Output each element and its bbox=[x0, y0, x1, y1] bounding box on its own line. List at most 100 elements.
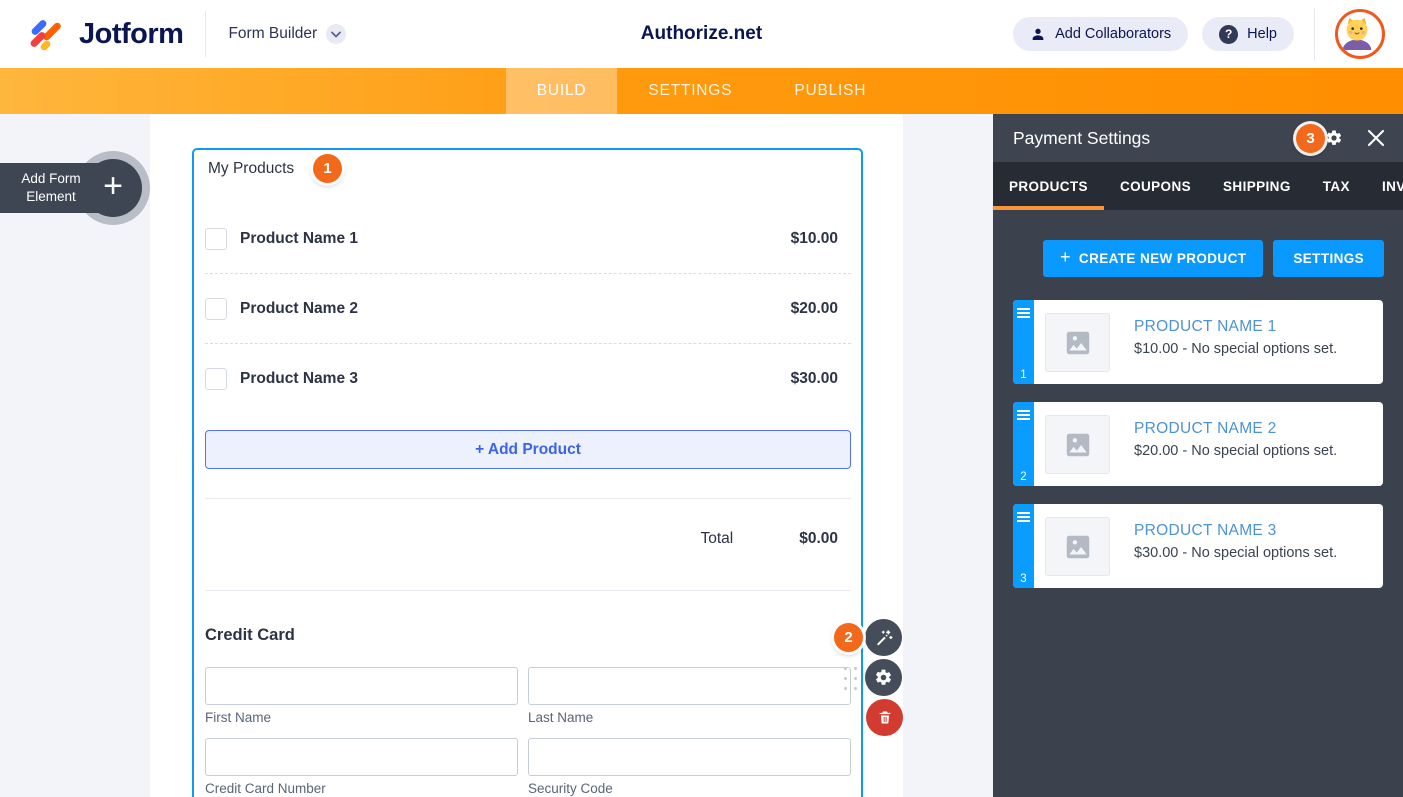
panel-product-list: 1 PRODUCT NAME 1 $10.00 - No special opt… bbox=[1013, 300, 1383, 588]
delete-element-button[interactable] bbox=[866, 699, 903, 736]
jotform-logo[interactable]: Jotform bbox=[0, 15, 184, 53]
first-name-input[interactable] bbox=[205, 667, 518, 705]
payment-settings-panel: Payment Settings PRODUCTS COUPONS SHIPPI… bbox=[993, 114, 1403, 797]
card-number-label: Credit Card Number bbox=[205, 781, 326, 796]
tab-settings[interactable]: SETTINGS bbox=[648, 82, 733, 99]
product-card-text: PRODUCT NAME 1 $10.00 - No special optio… bbox=[1134, 318, 1337, 384]
product-image-placeholder bbox=[1045, 415, 1110, 474]
product-card-title[interactable]: PRODUCT NAME 2 bbox=[1134, 420, 1277, 437]
panel-actions: + CREATE NEW PRODUCT SETTINGS bbox=[1043, 240, 1403, 277]
header-actions: Add Collaborators ? Help bbox=[1013, 8, 1403, 60]
magic-wand-icon bbox=[877, 630, 893, 646]
close-icon bbox=[1367, 129, 1385, 147]
product-price: $20.00 bbox=[790, 299, 838, 317]
last-name-label: Last Name bbox=[528, 710, 594, 725]
product-card-text: PRODUCT NAME 3 $30.00 - No special optio… bbox=[1134, 522, 1337, 588]
jotform-logo-icon bbox=[28, 15, 66, 53]
card-drag-rail[interactable]: 3 bbox=[1013, 504, 1034, 588]
panel-tab-shipping[interactable]: SHIPPING bbox=[1223, 178, 1291, 194]
panel-tabs: PRODUCTS COUPONS SHIPPING TAX INVOICE bbox=[993, 162, 1403, 210]
drag-handle[interactable] bbox=[844, 667, 857, 690]
person-icon bbox=[1032, 28, 1044, 40]
products-field-label: My Products bbox=[208, 160, 295, 177]
panel-product-card[interactable]: 2 PRODUCT NAME 2 $20.00 - No special opt… bbox=[1013, 402, 1383, 486]
card-number-input[interactable] bbox=[205, 738, 518, 776]
last-name-input[interactable] bbox=[528, 667, 851, 705]
hamburger-icon bbox=[1017, 512, 1030, 524]
plus-icon: + bbox=[1060, 247, 1071, 267]
annotation-step-2: 2 bbox=[834, 623, 863, 652]
product-row[interactable]: Product Name 1 $10.00 bbox=[205, 204, 851, 274]
header-divider bbox=[1314, 8, 1315, 60]
panel-tab-tax[interactable]: TAX bbox=[1322, 178, 1350, 194]
product-image-placeholder bbox=[1045, 517, 1110, 576]
element-settings-button[interactable] bbox=[865, 659, 902, 696]
plus-icon: + bbox=[103, 167, 123, 205]
product-name: Product Name 3 bbox=[240, 369, 359, 387]
product-name: Product Name 2 bbox=[240, 299, 359, 317]
add-product-button[interactable]: + Add Product bbox=[205, 430, 851, 469]
add-collaborators-label: Add Collaborators bbox=[1055, 26, 1172, 42]
avatar[interactable] bbox=[1335, 9, 1385, 59]
add-form-element-plus-button[interactable]: + bbox=[84, 159, 142, 217]
builder-nav: BUILD SETTINGS PUBLISH bbox=[0, 68, 1403, 114]
help-label: Help bbox=[1247, 26, 1277, 42]
first-name-label: First Name bbox=[205, 710, 272, 725]
image-icon bbox=[1066, 535, 1089, 558]
tab-build[interactable]: BUILD bbox=[505, 68, 618, 114]
image-icon bbox=[1066, 331, 1089, 354]
header-divider bbox=[205, 11, 207, 57]
panel-title: Payment Settings bbox=[1013, 127, 1151, 148]
product-card-desc: $10.00 - No special options set. bbox=[1134, 341, 1338, 357]
form-builder-label: Form Builder bbox=[228, 25, 318, 42]
panel-header: Payment Settings bbox=[993, 114, 1403, 162]
product-checkbox[interactable] bbox=[205, 297, 227, 320]
help-button[interactable]: ? Help bbox=[1202, 17, 1294, 51]
trash-icon bbox=[879, 711, 890, 724]
image-icon bbox=[1066, 433, 1089, 456]
annotation-step-3: 3 bbox=[1296, 124, 1325, 153]
card-index: 3 bbox=[1020, 573, 1027, 585]
product-row[interactable]: Product Name 2 $20.00 bbox=[205, 274, 851, 344]
form-builder-dropdown[interactable]: Form Builder bbox=[228, 24, 347, 44]
panel-close-button[interactable] bbox=[1367, 129, 1385, 147]
total-value: $0.00 bbox=[799, 530, 838, 547]
top-header: Jotform Form Builder Authorize.net Add C… bbox=[0, 0, 1403, 68]
panel-product-card[interactable]: 1 PRODUCT NAME 1 $10.00 - No special opt… bbox=[1013, 300, 1383, 384]
product-card-title[interactable]: PRODUCT NAME 3 bbox=[1134, 522, 1277, 539]
chevron-down-icon[interactable] bbox=[326, 24, 347, 44]
create-new-product-label: CREATE NEW PRODUCT bbox=[1078, 251, 1247, 266]
product-card-title[interactable]: PRODUCT NAME 1 bbox=[1134, 318, 1277, 335]
gear-icon bbox=[876, 669, 891, 685]
panel-tab-invoice[interactable]: INVOICE bbox=[1381, 178, 1403, 194]
create-new-product-button[interactable]: + CREATE NEW PRODUCT bbox=[1043, 240, 1264, 277]
payment-settings-button[interactable]: SETTINGS bbox=[1273, 240, 1385, 277]
card-index: 2 bbox=[1020, 471, 1027, 483]
product-price: $30.00 bbox=[790, 369, 838, 387]
product-row[interactable]: Product Name 3 $30.00 bbox=[205, 344, 851, 413]
annotation-step-1: 1 bbox=[313, 154, 342, 183]
panel-tab-coupons[interactable]: COUPONS bbox=[1119, 178, 1192, 194]
card-drag-rail[interactable]: 1 bbox=[1013, 300, 1034, 384]
panel-tab-products[interactable]: PRODUCTS bbox=[993, 162, 1104, 210]
product-card-text: PRODUCT NAME 2 $20.00 - No special optio… bbox=[1134, 420, 1337, 486]
product-checkbox[interactable] bbox=[205, 367, 227, 390]
hamburger-icon bbox=[1017, 410, 1030, 422]
divider bbox=[205, 498, 851, 499]
card-drag-rail[interactable]: 2 bbox=[1013, 402, 1034, 486]
panel-product-card[interactable]: 3 PRODUCT NAME 3 $30.00 - No special opt… bbox=[1013, 504, 1383, 588]
product-price: $10.00 bbox=[790, 229, 838, 247]
wizard-button[interactable] bbox=[865, 619, 902, 656]
tab-publish[interactable]: PUBLISH bbox=[794, 82, 867, 99]
jotform-wordmark: Jotform bbox=[79, 17, 184, 50]
product-checkbox[interactable] bbox=[205, 227, 227, 250]
security-code-input[interactable] bbox=[528, 738, 851, 776]
add-collaborators-button[interactable]: Add Collaborators bbox=[1013, 17, 1189, 51]
panel-gear-button[interactable] bbox=[1325, 129, 1343, 147]
product-name: Product Name 1 bbox=[240, 229, 359, 247]
product-card-desc: $20.00 - No special options set. bbox=[1134, 443, 1338, 459]
total-label: Total bbox=[700, 530, 734, 547]
avatar-cat-icon bbox=[1338, 12, 1376, 50]
product-list: Product Name 1 $10.00 Product Name 2 $20… bbox=[205, 204, 851, 413]
